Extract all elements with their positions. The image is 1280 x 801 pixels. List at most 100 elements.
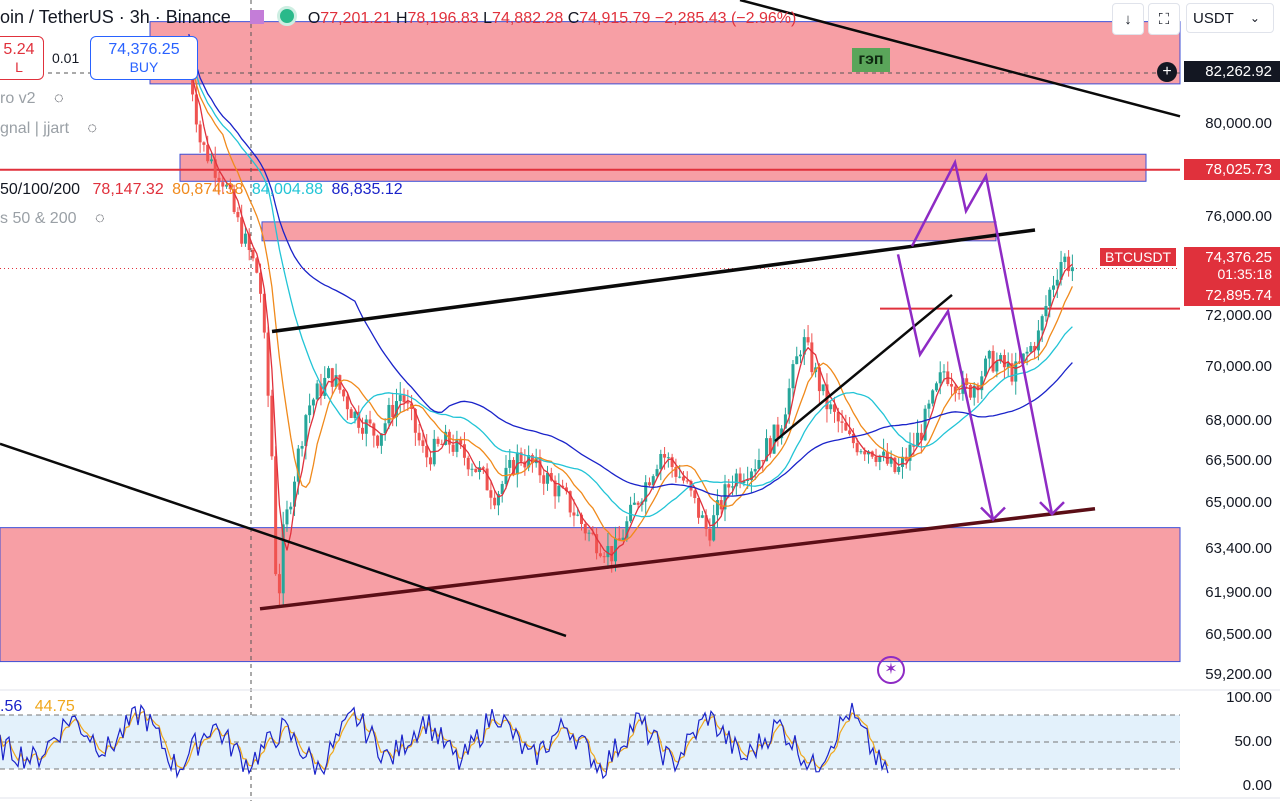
price-zone-2 [261, 221, 997, 242]
candle-body [530, 455, 534, 464]
price-tick-76000: 76,000.00 [1205, 208, 1272, 225]
candle-body [587, 532, 591, 534]
candle-body [500, 484, 504, 495]
candle-body [277, 574, 281, 594]
candle-body [663, 454, 667, 458]
rsi-value-b: 44.75 [34, 698, 75, 715]
candle-body [512, 459, 516, 475]
ohlc-readout: O77,201.21 H78,196.83 L74,882.28 C74,915… [307, 10, 797, 27]
candle-body [780, 428, 784, 439]
candle-body [715, 500, 719, 516]
candle-body [697, 498, 701, 518]
candle-body [519, 452, 523, 462]
indicator-row-4[interactable]: s 50 & 200 ◌ [0, 210, 105, 227]
indicator-row-1[interactable]: ro v2 ◌ [0, 90, 64, 107]
candle-body [561, 485, 565, 488]
candle-body [840, 421, 844, 423]
candle-body [270, 395, 274, 457]
candle-body [564, 487, 568, 492]
chevron-down-icon: ⌄ [1249, 11, 1260, 25]
candle-body [1048, 289, 1052, 306]
symbol-tag: BTCUSDT [1100, 248, 1177, 266]
rising-support-line [774, 293, 953, 443]
candle-body [508, 459, 512, 468]
sell-button[interactable]: 5.24 L [0, 36, 44, 80]
crosshair-plus-icon[interactable]: + [1157, 62, 1177, 82]
candle-body [817, 367, 821, 392]
candle-body [262, 293, 266, 333]
price-zone-3 [0, 527, 1181, 663]
candle-body [591, 532, 595, 535]
candle-body [1055, 279, 1059, 286]
currency-select[interactable]: USDT ⌄ [1186, 3, 1274, 33]
visibility-toggle-icon[interactable] [249, 10, 264, 24]
candle-body [553, 480, 557, 497]
candle-body [451, 444, 455, 452]
candle-body [934, 383, 938, 391]
candle-body [897, 466, 901, 472]
candle-body [734, 473, 738, 487]
candle-body [957, 393, 961, 395]
moving-average-line-3 [188, 43, 1073, 518]
candle-body [289, 506, 293, 510]
candle-body [466, 457, 470, 470]
download-button[interactable]: ↓ [1112, 3, 1144, 35]
ma-value-3: 84,004.88 [251, 181, 323, 198]
candle-body [330, 368, 334, 387]
candle-body [217, 177, 221, 183]
fullscreen-button[interactable]: ⛶ [1148, 3, 1180, 35]
indicator-row-2[interactable]: gnal | jjart ◌ [0, 120, 98, 137]
candle-body [462, 444, 466, 458]
candle-body [893, 457, 897, 472]
candle-body [549, 473, 553, 481]
symbol-title: oin / TetherUS · 3h · Binance [0, 7, 231, 27]
eye-hidden-icon[interactable]: ◌ [87, 120, 98, 137]
candle-body [976, 385, 980, 391]
candle-body [398, 395, 402, 402]
candle-body [950, 384, 954, 387]
candle-body [731, 486, 735, 488]
candle-body [364, 419, 368, 434]
candle-body [345, 396, 349, 410]
candle-body [712, 515, 716, 541]
candle-body [783, 414, 787, 429]
candle-body [221, 182, 225, 187]
candle-body [859, 451, 863, 453]
lightning-alert-icon[interactable]: ✶ [877, 656, 905, 684]
candle-body [485, 468, 489, 491]
ma-legend[interactable]: 50/100/200 78,147.32 80,874.38 84,004.88… [0, 181, 403, 199]
candle-body [368, 419, 372, 424]
candle-body [417, 432, 421, 441]
current-price: 74,376.25 [1205, 249, 1272, 266]
candle-body [323, 377, 327, 396]
candle-body [413, 408, 417, 433]
buy-label: BUY [129, 59, 159, 75]
projection-arrowhead-1 [1039, 501, 1065, 516]
candle-body [496, 494, 500, 506]
gap-annotation[interactable]: гэп [852, 48, 890, 72]
candle-body [625, 521, 629, 538]
buy-button[interactable]: 74,376.25 BUY [90, 36, 198, 80]
eye-hidden-icon[interactable]: ◌ [54, 90, 64, 107]
candle-body [1014, 361, 1018, 382]
candle-body [202, 142, 206, 145]
ma-label: 50/100/200 [0, 181, 81, 198]
candle-body [666, 457, 670, 459]
candle-body [311, 399, 315, 406]
candle-body [266, 332, 270, 396]
candle-body [995, 361, 999, 372]
eye-hidden-icon[interactable]: ◌ [94, 210, 105, 227]
rsi-legend[interactable]: .56 44.75 [0, 698, 75, 716]
candle-body [342, 389, 346, 397]
candle-body [281, 524, 285, 594]
candle-body [580, 514, 584, 525]
candle-body [606, 546, 610, 558]
candle-body [908, 444, 912, 461]
rsi-value-a: .56 [0, 698, 23, 715]
candle-body [209, 159, 213, 162]
candle-body [308, 405, 312, 416]
candle-body [259, 272, 263, 294]
candle-body [802, 337, 806, 355]
candle-body [987, 350, 991, 359]
